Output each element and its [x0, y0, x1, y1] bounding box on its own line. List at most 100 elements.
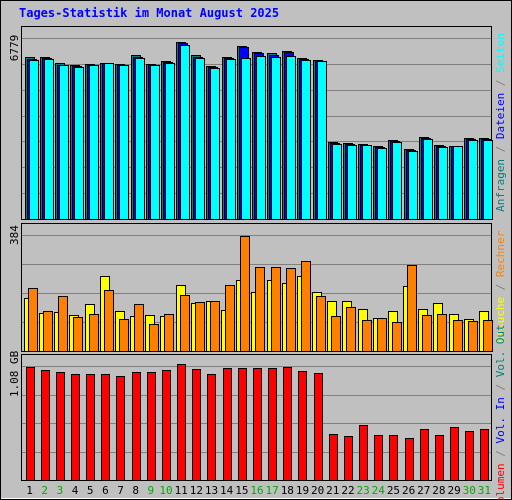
y-max-label-top: 6779: [8, 35, 21, 62]
bar-bottom-volumen-day-25: [389, 435, 398, 481]
bar-middle-rechner-day-12: [195, 302, 205, 352]
legend-entry: Volumen: [494, 463, 507, 500]
bar-top-seiten-day-27: [423, 139, 433, 220]
bar-bottom-volumen-day-18: [283, 367, 292, 481]
day-label-5: 5: [87, 484, 94, 497]
bar-bottom-volumen-day-31: [480, 429, 489, 481]
bar-bottom-volumen-day-7: [116, 376, 125, 481]
bar-top-seiten-day-8: [135, 58, 145, 220]
legend-entry: /: [494, 73, 507, 93]
day-label-11: 11: [175, 484, 188, 497]
day-label-14: 14: [220, 484, 234, 497]
day-label-30: 30: [463, 484, 476, 497]
day-label-13: 13: [205, 484, 218, 497]
bar-middle-rechner-day-19: [301, 261, 311, 352]
bar-middle-rechner-day-24: [377, 318, 387, 352]
day-label-28: 28: [432, 484, 445, 497]
day-label-16: 16: [250, 484, 263, 497]
bar-bottom-volumen-day-11: [177, 364, 186, 481]
bar-top-seiten-day-3: [59, 65, 69, 220]
bar-top-seiten-day-31: [483, 140, 493, 220]
bar-middle-rechner-day-31: [483, 320, 493, 352]
bar-bottom-volumen-day-10: [162, 370, 171, 481]
bar-bottom-volumen-day-21: [329, 434, 338, 481]
bar-middle-rechner-day-18: [286, 268, 296, 352]
day-label-31: 31: [478, 484, 491, 497]
bar-bottom-volumen-day-13: [207, 374, 216, 481]
day-label-12: 12: [190, 484, 203, 497]
day-label-22: 22: [341, 484, 354, 497]
day-label-3: 3: [57, 484, 64, 497]
legend-top: Anfragen / Dateien / Seiten: [494, 33, 507, 212]
bar-top-seiten-day-20: [317, 61, 327, 220]
day-label-4: 4: [72, 484, 79, 497]
bar-top-seiten-day-2: [44, 59, 54, 220]
bar-middle-rechner-day-2: [43, 311, 53, 352]
day-label-10: 10: [159, 484, 172, 497]
day-label-21: 21: [326, 484, 339, 497]
legend-entry: Vol. In: [494, 397, 507, 443]
bar-bottom-volumen-day-26: [405, 438, 414, 481]
bar-bottom-volumen-day-5: [86, 374, 95, 481]
day-label-1: 1: [26, 484, 33, 497]
bar-bottom-volumen-day-2: [41, 370, 50, 481]
y-max-label-middle: 384: [8, 225, 21, 245]
legend-entry: Rechner: [494, 230, 507, 277]
day-label-15: 15: [235, 484, 248, 497]
legend-entry: Vol. Out: [494, 324, 507, 377]
bar-bottom-volumen-day-12: [192, 369, 201, 481]
bar-bottom-volumen-day-19: [298, 371, 307, 481]
bar-top-seiten-day-13: [210, 68, 220, 220]
legend-entry: Seiten: [494, 33, 507, 73]
bar-top-seiten-day-10: [165, 63, 175, 220]
bar-middle-rechner-day-13: [210, 301, 220, 352]
day-label-19: 19: [296, 484, 309, 497]
legend-bottom: Volumen / Vol. In / Vol. Out: [494, 324, 507, 500]
bar-middle-rechner-day-22: [346, 307, 356, 352]
day-label-8: 8: [132, 484, 139, 497]
bar-top-seiten-day-15: [241, 58, 251, 220]
bar-top-seiten-day-14: [226, 59, 236, 220]
bar-middle-rechner-day-9: [149, 324, 159, 352]
bar-top-seiten-day-21: [332, 144, 342, 220]
bar-bottom-volumen-day-4: [71, 374, 80, 481]
bar-middle-rechner-day-11: [180, 295, 190, 352]
bar-bottom-volumen-day-3: [56, 372, 65, 481]
legend-entry: /: [494, 277, 507, 297]
bar-middle-rechner-day-29: [453, 320, 463, 352]
bar-top-seiten-day-1: [29, 60, 39, 220]
bar-middle-rechner-day-21: [331, 316, 341, 352]
bar-middle-rechner-day-25: [392, 322, 402, 352]
bar-bottom-volumen-day-23: [359, 425, 368, 481]
bar-top-seiten-day-5: [89, 65, 99, 220]
bar-top-seiten-day-28: [438, 147, 448, 220]
day-label-26: 26: [402, 484, 415, 497]
bar-middle-rechner-day-3: [58, 296, 68, 352]
bar-middle-rechner-day-1: [28, 288, 38, 352]
bar-top-seiten-day-22: [347, 145, 357, 220]
bar-top-seiten-day-23: [362, 145, 372, 220]
bar-top-seiten-day-24: [377, 148, 387, 220]
bar-top-seiten-day-6: [104, 63, 114, 220]
bar-middle-rechner-day-6: [104, 290, 114, 352]
bar-middle-rechner-day-30: [468, 321, 478, 352]
chart-title: Tages-Statistik im Monat August 2025: [19, 6, 280, 20]
bar-bottom-volumen-day-24: [374, 435, 383, 481]
bar-middle-rechner-day-4: [73, 317, 83, 352]
bar-middle-rechner-day-27: [422, 315, 432, 352]
day-label-17: 17: [266, 484, 279, 497]
day-label-20: 20: [311, 484, 324, 497]
day-label-24: 24: [372, 484, 386, 497]
bar-bottom-volumen-day-14: [223, 368, 232, 481]
bar-bottom-volumen-day-29: [450, 427, 459, 481]
bar-top-seiten-day-9: [150, 65, 160, 220]
bar-top-seiten-day-16: [256, 56, 266, 220]
bar-top-seiten-day-26: [408, 151, 418, 220]
day-label-29: 29: [447, 484, 460, 497]
bar-top-seiten-day-25: [392, 142, 402, 220]
bar-middle-rechner-day-5: [89, 314, 99, 352]
bar-middle-rechner-day-7: [119, 319, 129, 352]
bar-bottom-volumen-day-1: [26, 367, 35, 481]
bar-bottom-volumen-day-20: [314, 373, 323, 481]
